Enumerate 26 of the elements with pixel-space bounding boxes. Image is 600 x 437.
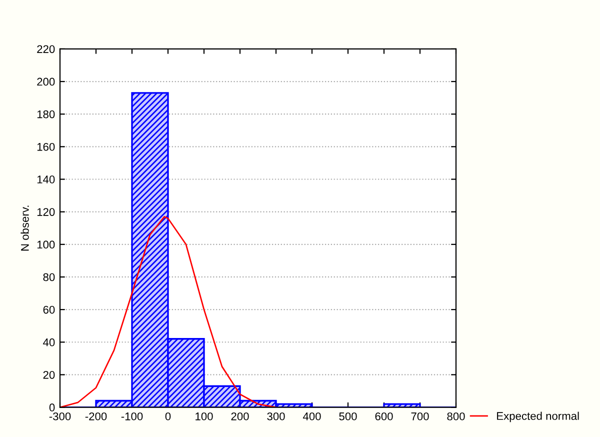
y-tick-label: 0 <box>49 404 55 412</box>
x-tick-label: 500 <box>339 412 357 420</box>
y-axis-title: N observ. <box>20 206 29 251</box>
x-tick-label: 300 <box>267 412 285 420</box>
y-tick-label: 220 <box>37 45 55 54</box>
x-tick-label: 100 <box>196 412 213 420</box>
y-tick-label: 80 <box>43 273 55 282</box>
y-tick-label: 200 <box>37 78 55 86</box>
x-tick-label: -300 <box>49 412 71 420</box>
y-tick-label: 120 <box>37 208 55 216</box>
legend-label: Expected normal <box>497 412 579 422</box>
x-tick-label: 700 <box>411 412 429 420</box>
x-tick-label: 0 <box>165 412 171 420</box>
y-tick-label: 100 <box>37 240 55 249</box>
x-tick-label: 400 <box>302 412 321 420</box>
x-tick-label: -200 <box>85 412 107 420</box>
y-tick-label: 20 <box>43 370 55 379</box>
x-tick-label: 600 <box>375 412 393 420</box>
y-tick-label: 60 <box>43 306 55 314</box>
x-tick-label: 800 <box>447 412 465 420</box>
y-tick-label: 140 <box>37 176 55 184</box>
x-tick-label: -100 <box>121 412 143 420</box>
y-tick-label: 180 <box>37 110 55 118</box>
y-tick-label: 40 <box>43 338 55 346</box>
x-tick-label: 200 <box>231 412 249 420</box>
y-tick-label: 160 <box>37 142 55 151</box>
